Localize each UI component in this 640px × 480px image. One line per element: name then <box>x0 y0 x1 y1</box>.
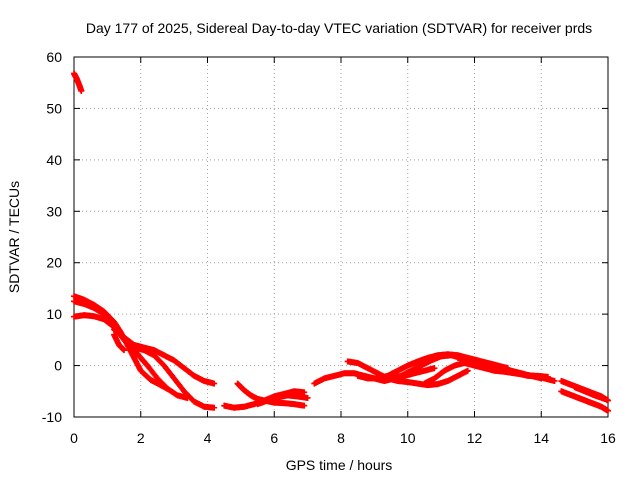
data-point <box>78 87 85 94</box>
data-point <box>605 397 611 404</box>
series-arc-9 <box>254 392 311 408</box>
x-tick-label: 8 <box>337 430 345 446</box>
y-tick-label: 0 <box>54 358 62 374</box>
tick-labels: 0 2 4 6 8 10 12 14 16 -10 0 10 20 30 40 50 60 <box>42 49 616 446</box>
plot-frame <box>73 56 609 418</box>
y-tick-label: 40 <box>46 152 62 168</box>
y-tick-label: 50 <box>46 100 62 116</box>
data-point <box>304 394 311 401</box>
data-points <box>71 70 611 414</box>
data-point <box>431 365 438 372</box>
y-axis-label: SDTVAR / TECUs <box>6 181 22 293</box>
y-tick-label: 30 <box>46 203 62 219</box>
x-tick-label: 10 <box>400 430 416 446</box>
x-tick-label: 0 <box>70 430 78 446</box>
data-point <box>211 380 218 387</box>
chart-title: Day 177 of 2025, Sidereal Day-to-day VTE… <box>86 20 592 36</box>
grid-lines <box>74 57 608 417</box>
y-tick-label: 10 <box>46 306 62 322</box>
x-tick-label: 16 <box>600 430 616 446</box>
x-tick-label: 4 <box>204 430 212 446</box>
x-tick-label: 12 <box>467 430 483 446</box>
data-point <box>211 404 218 411</box>
data-point <box>605 407 611 414</box>
series-arc-17 <box>558 388 611 414</box>
data-point <box>551 378 558 384</box>
series-arc-6 <box>111 331 128 354</box>
y-tick-label: 60 <box>46 49 62 65</box>
data-point <box>601 396 608 402</box>
x-axis-label: GPS time / hours <box>286 457 393 473</box>
data-point <box>301 389 308 396</box>
x-tick-label: 14 <box>533 430 549 446</box>
data-point <box>121 347 128 354</box>
series-arc-1 <box>71 70 85 94</box>
data-point <box>544 373 551 380</box>
y-tick-label: -10 <box>42 409 62 425</box>
series-arc-18 <box>571 384 608 402</box>
series-arc-5 <box>111 326 218 387</box>
series-arc-15 <box>454 354 551 380</box>
x-tick-label: 6 <box>270 430 278 446</box>
data-point <box>301 402 308 409</box>
data-point <box>464 367 471 374</box>
y-tick-label: 20 <box>46 255 62 271</box>
x-tick-label: 2 <box>137 430 145 446</box>
